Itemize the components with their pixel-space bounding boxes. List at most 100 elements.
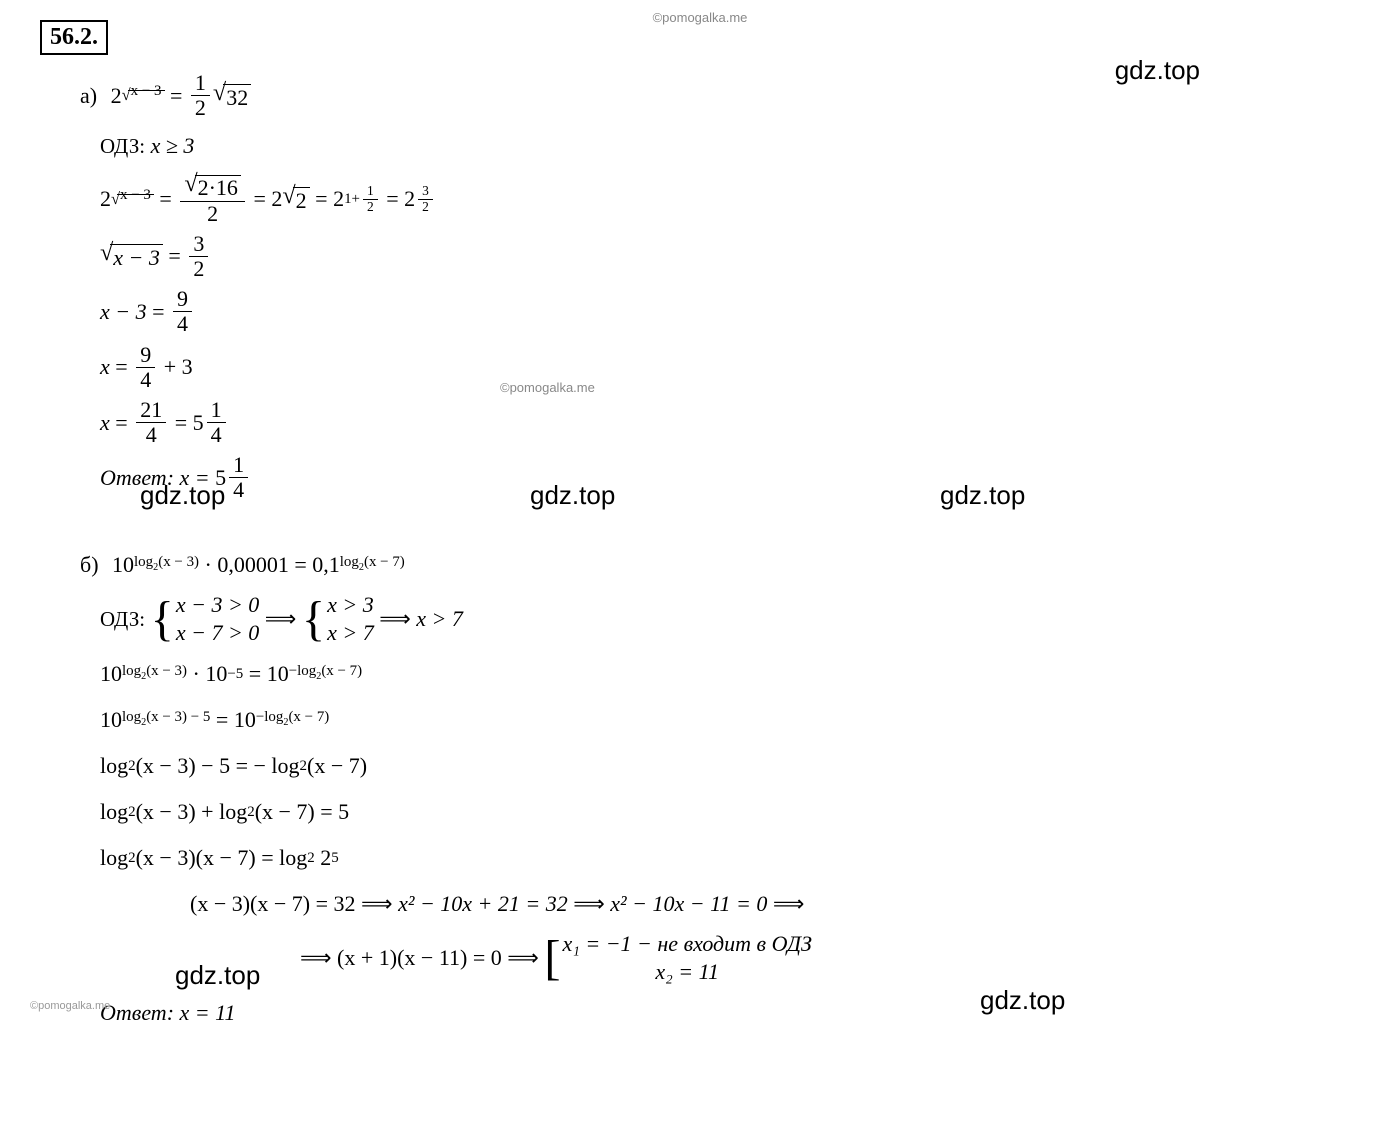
watermark-gdz: gdz.top	[175, 960, 260, 991]
math-text: 1+	[344, 191, 360, 207]
math-text: 2	[363, 200, 378, 215]
math-text: x² − 10x − 11 = 0	[610, 891, 767, 917]
math-text: 4	[207, 423, 226, 447]
math-text: (x − 3)	[146, 663, 187, 679]
part-b-odz: ОДЗ: {x − 3 > 0x − 7 > 0 ⟹ {x > 3x > 7 ⟹…	[100, 591, 1360, 648]
math-text: 1	[363, 184, 378, 200]
math-text: 10	[234, 707, 256, 733]
math-text: 4	[136, 423, 166, 447]
math-text: x₂ = 11	[562, 958, 811, 987]
math-text: 2	[333, 186, 344, 212]
part-b-line4: 10log2(x − 3) − 5 = 10−log2(x − 7)	[100, 700, 1360, 740]
math-text: 0,1	[312, 552, 340, 578]
math-text: 4	[173, 312, 192, 336]
math-text: (x − 3) +	[136, 799, 214, 825]
math-text: (x − 7)	[321, 663, 362, 679]
math-text: 2	[404, 186, 415, 212]
watermark-gdz: gdz.top	[980, 985, 1065, 1016]
problem-number: 56.2.	[40, 20, 108, 55]
math-text: 2	[111, 83, 122, 109]
math-text: 4	[229, 478, 248, 502]
math-text: · 0,00001 =	[205, 552, 307, 578]
math-text: 10	[112, 552, 134, 578]
math-text: log	[134, 554, 153, 570]
math-text: (x − 7)	[288, 709, 329, 725]
math-text: (x − 7)	[364, 554, 405, 570]
math-text: 2	[293, 187, 310, 214]
math-text: 10	[100, 661, 122, 687]
part-b-line5: log2(x − 3) − 5 = − log2(x − 7)	[100, 746, 1360, 786]
math-text: + 3	[164, 354, 193, 380]
math-text: x − 3	[117, 194, 154, 195]
math-text: 10	[267, 661, 289, 687]
math-text: 3	[418, 184, 433, 200]
part-b-line8: (x − 3)(x − 7) = 32 ⟹ x² − 10x + 21 = 32…	[190, 884, 1360, 924]
math-text: x − 3 > 0	[176, 591, 259, 620]
math-text: 9	[173, 287, 192, 312]
math-text: 2	[191, 96, 210, 120]
math-text: 5	[193, 410, 204, 436]
part-b-label: б)	[80, 552, 99, 578]
part-b-answer: Ответ: x = 11	[100, 993, 1360, 1033]
math-text: 1	[229, 453, 248, 478]
math-text: x ≥ 3	[151, 133, 195, 159]
math-text: x − 3	[128, 90, 165, 91]
math-text: (x − 3)(x − 7) =	[136, 845, 274, 871]
math-text: 2	[271, 186, 282, 212]
math-text: 21	[136, 398, 166, 423]
math-text: x = 11	[180, 1000, 236, 1026]
math-text: 2	[189, 257, 208, 281]
odz-label: ОДЗ:	[100, 134, 145, 159]
math-text: 1	[191, 71, 210, 96]
math-text: x − 7 > 0	[176, 619, 259, 648]
math-text: x₁ = −1 − не входит в ОДЗ	[562, 930, 811, 959]
watermark-gdz: gdz.top	[140, 480, 225, 511]
math-text: x² − 10x + 21 = 32	[398, 891, 568, 917]
part-a-line4: √x − 3 = 32	[100, 232, 1360, 281]
math-text: −	[289, 663, 297, 679]
part-a-line5: x − 3 = 94	[100, 287, 1360, 336]
math-text: 10	[205, 661, 227, 687]
watermark-copyright: ©pomogalka.me	[500, 380, 595, 395]
math-text: 3	[189, 232, 208, 257]
math-text: 2	[418, 200, 433, 215]
watermark-copyright: ©pomogalka.me	[653, 10, 748, 25]
math-text: 9	[136, 343, 155, 368]
part-a-line7: x = 214 = 514	[100, 398, 1360, 447]
math-text: 2	[100, 186, 111, 212]
math-text: 4	[136, 368, 155, 392]
math-text: x > 3	[327, 591, 374, 620]
watermark-gdz: gdz.top	[1115, 55, 1200, 86]
math-text: 2	[180, 202, 245, 226]
math-text: x	[100, 410, 110, 436]
math-text: 2	[320, 845, 331, 871]
odz-label: ОДЗ:	[100, 607, 145, 632]
math-text: x	[100, 354, 110, 380]
math-text: x − 3	[110, 244, 163, 271]
math-text: x > 7	[416, 606, 463, 632]
math-text: x − 3	[100, 299, 147, 325]
part-a-odz: ОДЗ: x ≥ 3	[100, 126, 1360, 166]
part-b-line6: log2(x − 3) + log2(x − 7) = 5	[100, 792, 1360, 832]
watermark-gdz: gdz.top	[530, 480, 615, 511]
math-text: (x − 7)	[307, 753, 367, 779]
answer-label: Ответ:	[100, 1000, 174, 1026]
part-a-line6: x = 94 + 3	[100, 343, 1360, 392]
part-a-line3: 2√x − 3 = √2·162 = 2√2 = 21+12 = 232	[100, 172, 1360, 225]
math-text: (x − 3) − 5 = −	[136, 753, 266, 779]
part-a-answer: Ответ: x = 514	[100, 453, 1360, 502]
math-text: 2·16	[195, 175, 241, 200]
part-b-line9: ⟹ (x + 1)(x − 11) = 0 ⟹ [x₁ = −1 − не вх…	[300, 930, 1360, 987]
math-text: 32	[223, 84, 251, 111]
math-text: (x − 3) − 5	[146, 709, 210, 725]
part-a-label: а)	[80, 83, 97, 109]
part-b-line3: 10log2(x − 3) · 10−5 = 10−log2(x − 7)	[100, 654, 1360, 694]
math-text: (x − 7) = 5	[255, 799, 349, 825]
math-text: x > 7	[327, 619, 374, 648]
math-text: 10	[100, 707, 122, 733]
part-b-line7: log2(x − 3)(x − 7) = log2 25	[100, 838, 1360, 878]
math-text: (x + 1)(x − 11) = 0	[337, 945, 502, 971]
math-text: 1	[207, 398, 226, 423]
watermark-gdz: gdz.top	[940, 480, 1025, 511]
math-text: −	[256, 709, 264, 725]
